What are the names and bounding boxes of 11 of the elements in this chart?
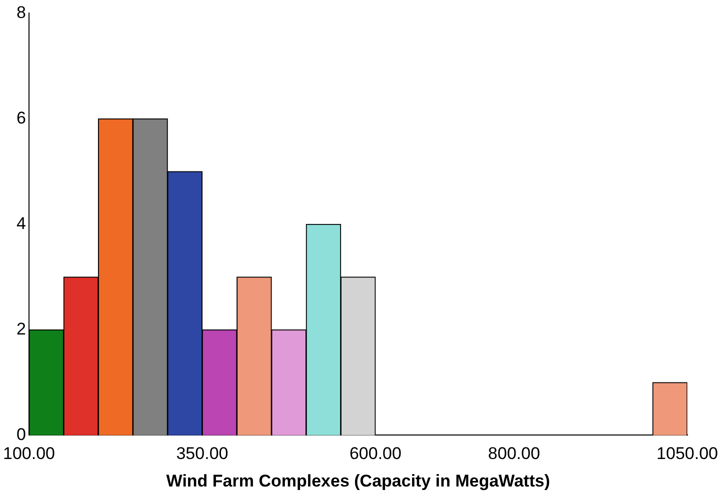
y-tick-label: 8 <box>16 2 26 22</box>
x-axis-title: Wind Farm Complexes (Capacity in MegaWatts) <box>166 471 550 490</box>
x-tick-label: 100.00 <box>3 444 55 464</box>
y-tick-label: 4 <box>16 214 26 233</box>
x-tick-label: 800.00 <box>488 444 540 464</box>
x-tick-label: 350.00 <box>176 444 228 464</box>
y-tick-label: 2 <box>16 319 26 338</box>
x-tick-label: 1050.00 <box>656 444 718 464</box>
x-tick-label: 600.00 <box>349 444 402 464</box>
y-tick-label: 6 <box>16 108 26 128</box>
y-tick-label: 0 <box>16 424 26 444</box>
